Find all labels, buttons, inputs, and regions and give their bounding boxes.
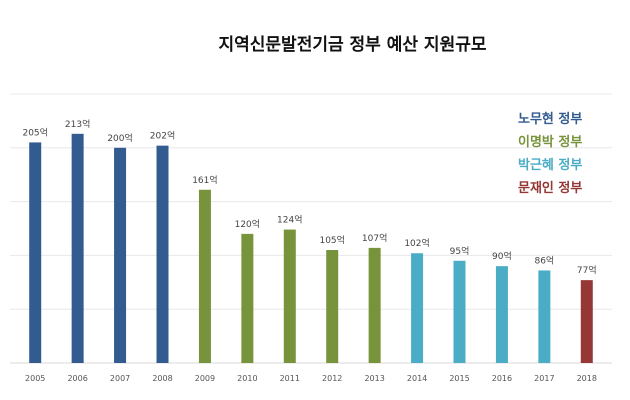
x-tick-label: 2016 — [492, 374, 512, 383]
legend-item-park: 박근혜 정부 — [518, 158, 583, 173]
data-label: 202억 — [150, 130, 175, 142]
legend-item-lee: 이명박 정부 — [518, 135, 583, 150]
data-label: 105억 — [319, 234, 344, 246]
bar — [241, 233, 254, 363]
bar — [368, 247, 381, 363]
bar — [156, 145, 169, 363]
x-tick-label: 2012 — [322, 374, 342, 383]
x-tick-label: 2013 — [364, 374, 384, 383]
data-label: 200억 — [107, 132, 132, 144]
data-label: 77억 — [577, 264, 597, 276]
bar — [411, 253, 424, 363]
bar — [71, 133, 84, 363]
x-tick-label: 2014 — [407, 374, 427, 383]
bar — [29, 142, 42, 363]
bar — [538, 270, 551, 363]
data-label: 213억 — [65, 118, 90, 130]
bar — [326, 250, 339, 363]
data-label: 86억 — [534, 254, 554, 266]
chart-title: 지역신문발전기금 정부 예산 지원규모 — [218, 35, 487, 55]
x-tick-label: 2006 — [67, 374, 87, 383]
bar — [198, 189, 211, 363]
bar — [283, 229, 296, 363]
data-label: 120억 — [235, 218, 260, 230]
x-tick-label: 2010 — [237, 374, 257, 383]
data-label: 90억 — [492, 250, 512, 262]
x-tick-label: 2018 — [577, 374, 597, 383]
bar — [495, 266, 508, 363]
data-label: 107억 — [362, 232, 387, 244]
x-tick-label: 2009 — [195, 374, 215, 383]
legend: 노무현 정부 이명박 정부 박근혜 정부 문재인 정부 — [518, 108, 582, 200]
bar — [453, 260, 466, 363]
legend-item-moon: 문재인 정부 — [518, 181, 583, 196]
bar — [114, 147, 127, 363]
data-label: 124억 — [277, 214, 302, 226]
x-tick-label: 2007 — [110, 374, 130, 383]
x-tick-label: 2005 — [25, 374, 45, 383]
data-label: 95억 — [450, 245, 470, 257]
x-tick-label: 2017 — [534, 374, 554, 383]
bar — [580, 280, 593, 363]
x-tick-label: 2011 — [280, 374, 300, 383]
x-tick-label: 2015 — [449, 374, 469, 383]
data-label: 205억 — [22, 126, 47, 138]
legend-item-roh: 노무현 정부 — [518, 112, 583, 127]
data-label: 161억 — [192, 174, 217, 186]
data-label: 102억 — [404, 237, 429, 249]
x-tick-label: 2008 — [152, 374, 172, 383]
